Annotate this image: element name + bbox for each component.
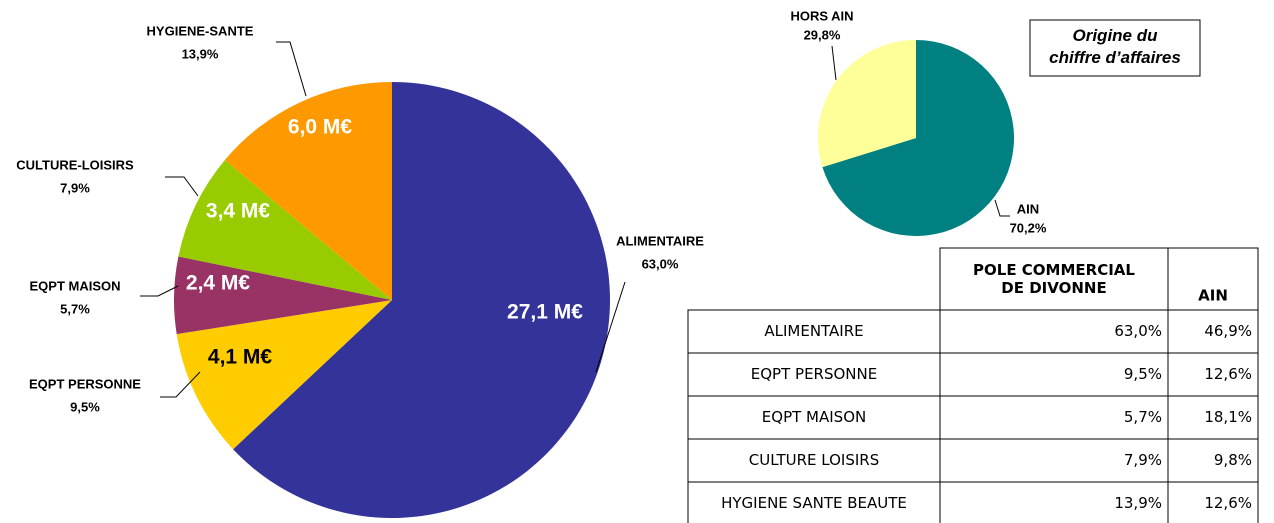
leader-line <box>595 281 626 373</box>
slice-amount: 4,1 M€ <box>208 346 273 369</box>
table-cell-text: 9,5% <box>1124 365 1162 383</box>
table-cell-text: HYGIENE SANTE BEAUTE <box>721 494 907 512</box>
pie-slice <box>233 82 610 518</box>
slice-label: EQPT PERSONNE <box>29 376 141 391</box>
table-cell <box>1167 481 1259 523</box>
table-cell <box>939 352 1169 397</box>
table-cell <box>687 438 941 483</box>
table-cell-text: 46,9% <box>1204 322 1252 340</box>
table-cell-text: 12,6% <box>1204 494 1252 512</box>
pie-slice <box>224 82 392 300</box>
slice-amount: 3,4 M€ <box>206 200 271 223</box>
table-header-cell <box>1167 247 1259 311</box>
slice-amount: 27,1 M€ <box>507 301 583 324</box>
slice-amount: 6,0 M€ <box>288 116 353 139</box>
slice-percent: 9,5% <box>70 399 100 414</box>
table-cell <box>939 395 1169 440</box>
table-cell-text: EQPT MAISON <box>762 408 866 426</box>
table-cell-text: EQPT PERSONNE <box>751 365 877 383</box>
small-pie-title: Origine du chiffre d’affaires <box>1049 26 1181 67</box>
table-cell-text: 13,9% <box>1114 494 1162 512</box>
pie-slice <box>174 256 392 335</box>
slice-label: ALIMENTAIRE <box>616 233 704 248</box>
table-cell-text: 7,9% <box>1124 451 1162 469</box>
table-cell <box>1167 352 1259 397</box>
leader-line <box>165 176 199 197</box>
table-cell <box>939 309 1169 354</box>
table-cell <box>1167 438 1259 483</box>
table-cell <box>687 352 941 397</box>
pie-slice <box>818 40 916 168</box>
pie-slice <box>178 159 392 300</box>
slice-percent: 13,9% <box>182 46 219 61</box>
pie-slice <box>176 300 392 450</box>
table-cell <box>687 309 941 354</box>
slice-percent: 63,0% <box>642 256 679 271</box>
slice-percent: 70,2% <box>1010 220 1047 235</box>
leader-line <box>994 199 1010 217</box>
slice-amount: 2,4 M€ <box>186 272 251 295</box>
table-cell-text: 5,7% <box>1124 408 1162 426</box>
slice-label: HYGIENE-SANTE <box>147 23 254 38</box>
table-cell <box>939 438 1169 483</box>
table-cell-text: 12,6% <box>1204 365 1252 383</box>
leader-line <box>276 41 307 97</box>
slice-label: HORS AIN <box>790 8 853 23</box>
title-box <box>1029 19 1201 77</box>
pie-slice <box>822 40 1014 236</box>
table-cell <box>1167 309 1259 354</box>
table-cell-text: 63,0% <box>1114 322 1162 340</box>
slice-label: EQPT MAISON <box>29 278 120 293</box>
table-cell <box>1167 395 1259 440</box>
table-cell-text: 18,1% <box>1204 408 1252 426</box>
table-cell <box>687 481 941 523</box>
table-cell-text: ALIMENTAIRE <box>764 322 863 340</box>
leader-line <box>160 371 201 398</box>
slice-percent: 29,8% <box>804 27 841 42</box>
slice-label: AIN <box>1017 201 1039 216</box>
table-header: AIN <box>1198 287 1228 305</box>
slice-percent: 7,9% <box>60 180 90 195</box>
leader-line <box>831 45 837 81</box>
slice-label: CULTURE-LOISIRS <box>16 157 134 172</box>
table-cell-text: 9,8% <box>1214 451 1252 469</box>
leader-line <box>140 285 179 297</box>
table-header: POLE COMMERCIAL DE DIVONNE <box>973 261 1135 297</box>
table-cell-text: CULTURE LOISIRS <box>749 451 880 469</box>
slice-percent: 5,7% <box>60 301 90 316</box>
table-cell <box>939 481 1169 523</box>
